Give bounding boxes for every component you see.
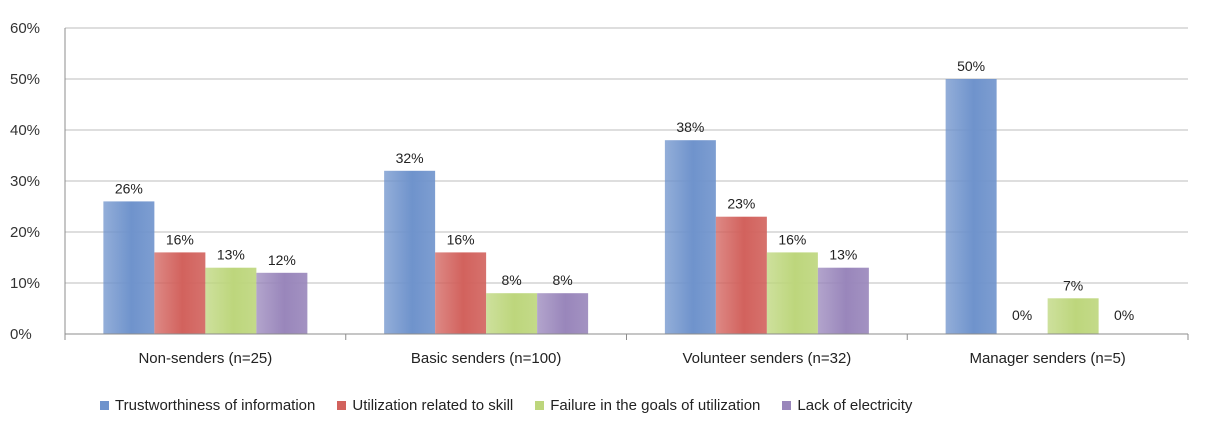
data-label: 23% xyxy=(727,196,755,212)
bar xyxy=(817,267,869,334)
data-label: 0% xyxy=(1012,307,1032,323)
x-category-label: Volunteer senders (n=32) xyxy=(682,350,851,367)
bar xyxy=(766,252,818,334)
bar xyxy=(154,252,206,334)
bar xyxy=(1047,298,1099,334)
y-tick-label: 50% xyxy=(10,71,40,88)
gridlines xyxy=(65,27,1188,284)
data-label: 38% xyxy=(676,119,704,135)
bar xyxy=(256,272,308,334)
bar xyxy=(715,216,767,334)
legend-swatch xyxy=(100,401,109,410)
y-axis-tick-labels: 0% 10% 20% 30% 40% 50% 60% xyxy=(10,20,40,343)
bar xyxy=(384,170,436,334)
bars xyxy=(103,79,1099,334)
bar xyxy=(435,252,487,334)
data-label: 0% xyxy=(1114,307,1134,323)
y-tick-label: 0% xyxy=(10,326,32,343)
bar xyxy=(486,293,538,334)
bar xyxy=(945,79,997,334)
legend-label: Lack of electricity xyxy=(797,397,913,414)
legend-item: Utilization related to skill xyxy=(337,397,513,414)
y-tick-label: 40% xyxy=(10,122,40,139)
legend-label: Failure in the goals of utilization xyxy=(550,397,761,414)
data-label: 13% xyxy=(217,247,245,263)
y-tick-label: 20% xyxy=(10,224,40,241)
data-label: 50% xyxy=(957,58,985,74)
y-tick-label: 60% xyxy=(10,20,40,37)
data-label: 7% xyxy=(1063,277,1083,293)
x-category-label: Manager senders (n=5) xyxy=(969,350,1125,367)
data-labels: 26% 16% 13% 12% 32% 16% 8% 8% 38% 23% 16% 13% 50% 0% 7… xyxy=(115,58,1134,323)
legend-label: Trustworthiness of information xyxy=(115,397,316,414)
legend-swatch xyxy=(782,401,792,410)
legend-item: Failure in the goals of utilization xyxy=(535,397,760,414)
x-axis: Non-senders (n=25) Basic senders (n=100) V… xyxy=(64,28,1189,367)
data-label: 16% xyxy=(166,231,194,247)
data-label: 16% xyxy=(447,231,475,247)
data-label: 8% xyxy=(553,272,573,288)
legend-item: Lack of electricity xyxy=(782,397,912,414)
bar xyxy=(664,140,716,334)
data-label: 12% xyxy=(268,252,296,268)
x-category-label: Basic senders (n=100) xyxy=(411,350,562,367)
data-label: 32% xyxy=(396,150,424,166)
legend-item: Trustworthiness of information xyxy=(100,397,315,414)
data-label: 16% xyxy=(778,231,806,247)
y-tick-label: 10% xyxy=(10,275,40,292)
y-tick-label: 30% xyxy=(10,173,40,190)
data-label: 26% xyxy=(115,180,143,196)
legend-label: Utilization related to skill xyxy=(352,397,514,414)
chart-legend: Trustworthiness of information Utilizatio… xyxy=(100,397,934,414)
legend-swatch xyxy=(535,401,545,410)
bar xyxy=(103,201,155,334)
legend-swatch xyxy=(337,401,347,410)
bar xyxy=(205,267,257,334)
bar xyxy=(537,293,589,334)
data-label: 13% xyxy=(829,247,857,263)
data-label: 8% xyxy=(502,272,522,288)
x-category-label: Non-senders (n=25) xyxy=(138,350,272,367)
